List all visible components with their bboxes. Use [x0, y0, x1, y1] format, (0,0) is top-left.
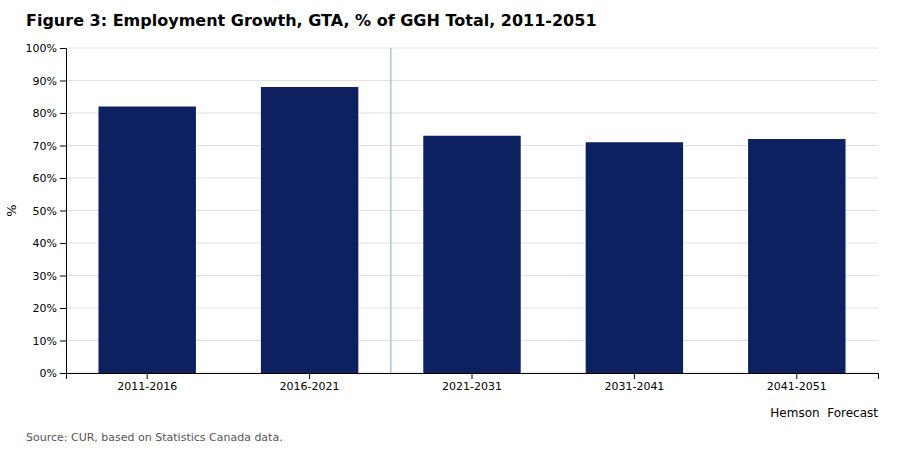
x-tick: 2011-2016	[117, 373, 177, 393]
y-tick-label: 70%	[33, 140, 57, 153]
x-tick-label: 2031-2041	[604, 380, 664, 393]
y-tick-mark	[60, 146, 66, 147]
y-tick-mark	[60, 373, 66, 374]
y-tick-label: 40%	[33, 237, 57, 250]
y-tick-mark	[60, 48, 66, 49]
x-tick-mark	[147, 373, 148, 379]
x-tick-mark	[796, 373, 797, 379]
divider	[390, 48, 392, 373]
y-tick-label: 0%	[40, 367, 57, 380]
y-tick: 30%	[33, 270, 66, 283]
x-tick: 2041-2051	[767, 373, 827, 393]
y-tick: 0%	[40, 367, 66, 380]
y-tick-label: 90%	[33, 75, 57, 88]
bar	[423, 136, 520, 373]
plot: 0% 10% 20% 30% 40% 50% 60% 70% 80% 90% 100% 2011-20…	[26, 42, 879, 393]
y-tick-label: 20%	[33, 302, 57, 315]
title: Figure 3: Employment Growth, GTA, % of G…	[26, 11, 597, 30]
y-tick: 100%	[26, 42, 66, 55]
y-tick-label: 60%	[33, 172, 57, 185]
source: Source: CUR, based on Statistics Canada …	[26, 431, 283, 444]
x-tick: 2021-2031	[442, 373, 502, 393]
x-tick-label: 2021-2031	[442, 380, 502, 393]
x-tick: 2016-2021	[280, 373, 340, 393]
annotation: Hemson Forecast	[770, 406, 878, 420]
y-tick: 50%	[33, 205, 66, 218]
y-tick-mark	[60, 276, 66, 277]
chart: 0% 10% 20% 30% 40% 50% 60% 70% 80% 90% 100% 2011-20…	[0, 0, 902, 451]
grid-line	[66, 80, 878, 81]
y-tick: 60%	[33, 172, 66, 185]
y-tick-label: 30%	[33, 270, 57, 283]
y-tick: 20%	[33, 302, 66, 315]
bar	[261, 87, 358, 373]
y-tick: 70%	[33, 140, 66, 153]
y-tick: 40%	[33, 237, 66, 250]
bar	[98, 107, 195, 374]
y-tick-mark	[60, 211, 66, 212]
marks	[98, 48, 845, 373]
y-tick-label: 80%	[33, 107, 57, 120]
y-tick-label: 50%	[33, 205, 57, 218]
x-tick-mark	[472, 373, 473, 379]
y-tick-mark	[60, 341, 66, 342]
y-tick-mark	[60, 81, 66, 82]
x-axis-line	[67, 374, 879, 380]
y-tick-label: 100%	[26, 42, 57, 55]
y-tick-mark	[60, 178, 66, 179]
grid-line	[66, 48, 878, 49]
y-tick: 80%	[33, 107, 66, 120]
y-tick-mark	[60, 243, 66, 244]
bar	[586, 142, 683, 373]
y-axis-line	[60, 49, 67, 374]
x-tick-mark	[309, 373, 310, 379]
y-tick-mark	[60, 308, 66, 309]
y-tick-mark	[60, 113, 66, 114]
y-axis-title: %	[4, 204, 19, 216]
x-tick-label: 2041-2051	[767, 380, 827, 393]
y-tick: 10%	[33, 335, 66, 348]
x-tick-label: 2011-2016	[117, 380, 177, 393]
y-axis: 0% 10% 20% 30% 40% 50% 60% 70% 80% 90% 100%	[26, 42, 67, 380]
bar	[748, 139, 845, 373]
grid	[66, 48, 878, 373]
x-tick-mark	[634, 373, 635, 379]
x-tick: 2031-2041	[604, 373, 664, 393]
x-axis: 2011-2016 2016-2021 2021-2031 2031-2041 2041…	[67, 373, 879, 393]
y-tick: 90%	[33, 75, 66, 88]
x-tick-label: 2016-2021	[280, 380, 340, 393]
y-tick-label: 10%	[33, 335, 57, 348]
